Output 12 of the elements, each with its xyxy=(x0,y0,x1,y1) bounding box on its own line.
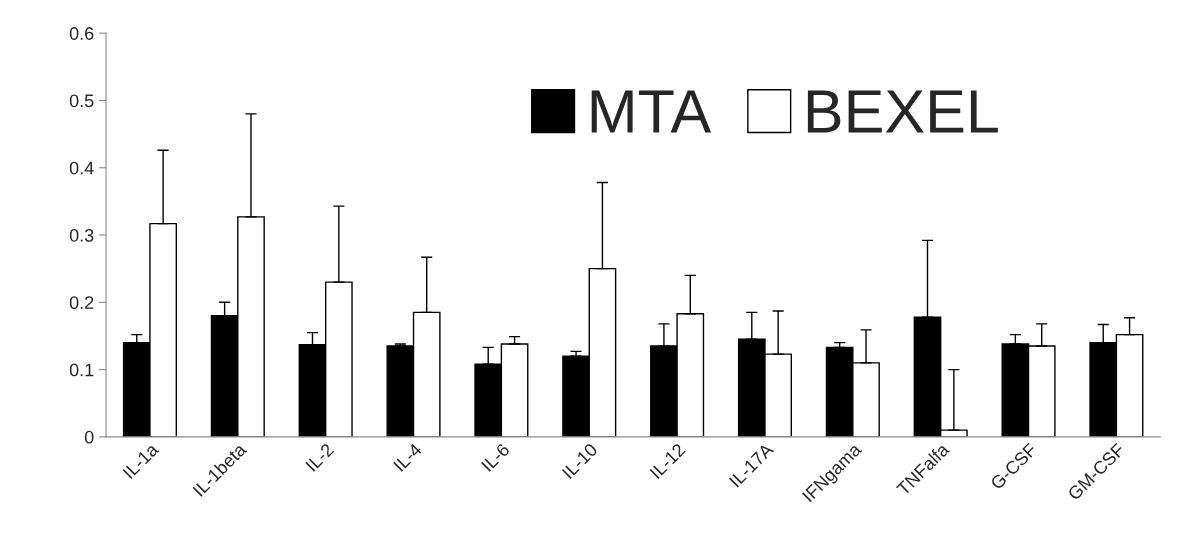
y-tick-label: 0.6 xyxy=(69,27,94,40)
y-tick-label: 0.2 xyxy=(69,296,94,310)
y-tick-label: 0 xyxy=(84,430,94,444)
y-tick-label: 0.1 xyxy=(69,363,94,377)
y-tick-label: 0.4 xyxy=(69,161,94,175)
x-tick-label: IL-6 xyxy=(480,442,511,472)
x-tick-label: IL-4 xyxy=(393,442,423,472)
x-tick-label: IL-2 xyxy=(305,442,335,472)
legend-label: MTA xyxy=(591,90,712,133)
y-tick-label: 0.3 xyxy=(69,228,94,242)
legend-label: BEXEL xyxy=(807,90,998,133)
y-tick-label: 0.5 xyxy=(69,94,94,108)
